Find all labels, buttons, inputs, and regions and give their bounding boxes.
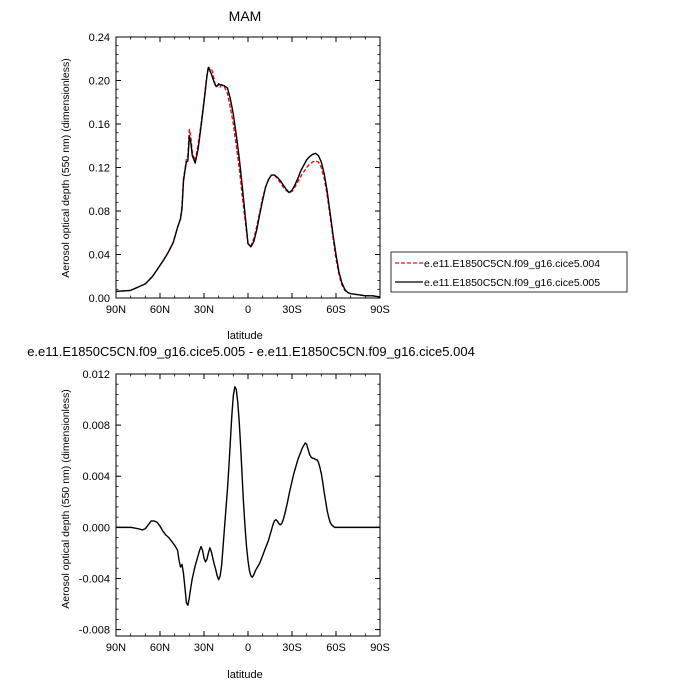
- top-chart-title: MAM: [229, 8, 262, 24]
- top-chart-ytick-label: 0.20: [89, 76, 110, 88]
- top-chart-xtick-label: 30N: [194, 304, 214, 316]
- bottom-chart-xtick-label: 30S: [282, 642, 302, 654]
- legend-box: [390, 251, 628, 293]
- top-chart-ylabel-group: Aerosol optical depth (550 nm) (dimensio…: [60, 58, 72, 277]
- top-chart-ytick-label: 0.04: [89, 250, 110, 262]
- bottom-chart-xtick-label: 60N: [150, 642, 170, 654]
- bottom-chart-xtick-label: 30N: [194, 642, 214, 654]
- top-chart-series-line-1: [115, 66, 381, 298]
- legend: e.e11.E1850C5CN.f09_g16.cice5.004 e.e11.…: [390, 251, 628, 293]
- top-chart-plot: 90N 60N 30N 0 30S 60S 90S 0.00 0.04 0.08 0.12 0.16 0…: [89, 32, 390, 316]
- bottom-chart-ytick-label: -0.008: [79, 625, 110, 637]
- bottom-chart-xtick-label: 90N: [106, 642, 126, 654]
- bottom-chart-ytick-label: 0.012: [82, 369, 110, 381]
- legend-label-004: e.e11.E1850C5CN.f09_g16.cice5.004: [424, 258, 600, 270]
- bottom-chart-frame: [115, 373, 381, 637]
- top-chart-xtick-label: 60N: [150, 304, 170, 316]
- bottom-chart-series-line-0: [116, 386, 380, 607]
- bottom-chart-ylabel: Aerosol optical depth (550 nm) (dimensio…: [60, 389, 72, 608]
- bottom-chart-xlabel: latitude: [227, 669, 262, 681]
- bottom-chart-title: e.e11.E1850C5CN.f09_g16.cice5.005 - e.e1…: [27, 344, 475, 359]
- bottom-chart-ytick-label: -0.004: [79, 573, 110, 585]
- top-chart-xtick-label: 0: [245, 304, 251, 316]
- top-chart-ytick-label: 0.24: [89, 32, 110, 44]
- top-chart-xtick-label: 90N: [106, 304, 126, 316]
- bottom-chart-ytick-label: 0.004: [82, 471, 110, 483]
- top-chart-ytick-label: 0.00: [89, 293, 110, 305]
- bottom-chart-ytick-label: 0.000: [82, 522, 110, 534]
- top-chart-xtick-label: 90S: [370, 304, 390, 316]
- top-chart-xtick-label: 60S: [326, 304, 346, 316]
- top-chart-ytick-label: 0.08: [89, 206, 110, 218]
- top-chart-ylabel: Aerosol optical depth (550 nm) (dimensio…: [60, 58, 72, 277]
- top-chart-ytick-label: 0.16: [89, 119, 110, 131]
- bottom-chart-xtick-label: 90S: [370, 642, 390, 654]
- top-chart-frame: [115, 36, 381, 299]
- legend-label-005: e.e11.E1850C5CN.f09_g16.cice5.005: [424, 277, 600, 289]
- bottom-chart-ylabel-group: Aerosol optical depth (550 nm) (dimensio…: [60, 389, 72, 608]
- top-chart: MAM Aerosol optical depth (550 nm) (dime…: [60, 8, 628, 342]
- bottom-chart-xtick-label: 60S: [326, 642, 346, 654]
- bottom-chart: e.e11.E1850C5CN.f09_g16.cice5.005 - e.e1…: [27, 344, 475, 681]
- bottom-chart-xtick-label: 0: [245, 642, 251, 654]
- bottom-chart-ytick-label: 0.008: [82, 420, 110, 432]
- top-chart-series-line-0: [115, 65, 381, 298]
- bottom-chart-plot: 90N 60N 30N 0 30S 60S 90S -0.008 -0.004 0.000 0.00…: [79, 369, 390, 654]
- top-chart-xtick-label: 30S: [282, 304, 302, 316]
- top-chart-xlabel: latitude: [227, 330, 262, 342]
- top-chart-ytick-label: 0.12: [89, 163, 110, 175]
